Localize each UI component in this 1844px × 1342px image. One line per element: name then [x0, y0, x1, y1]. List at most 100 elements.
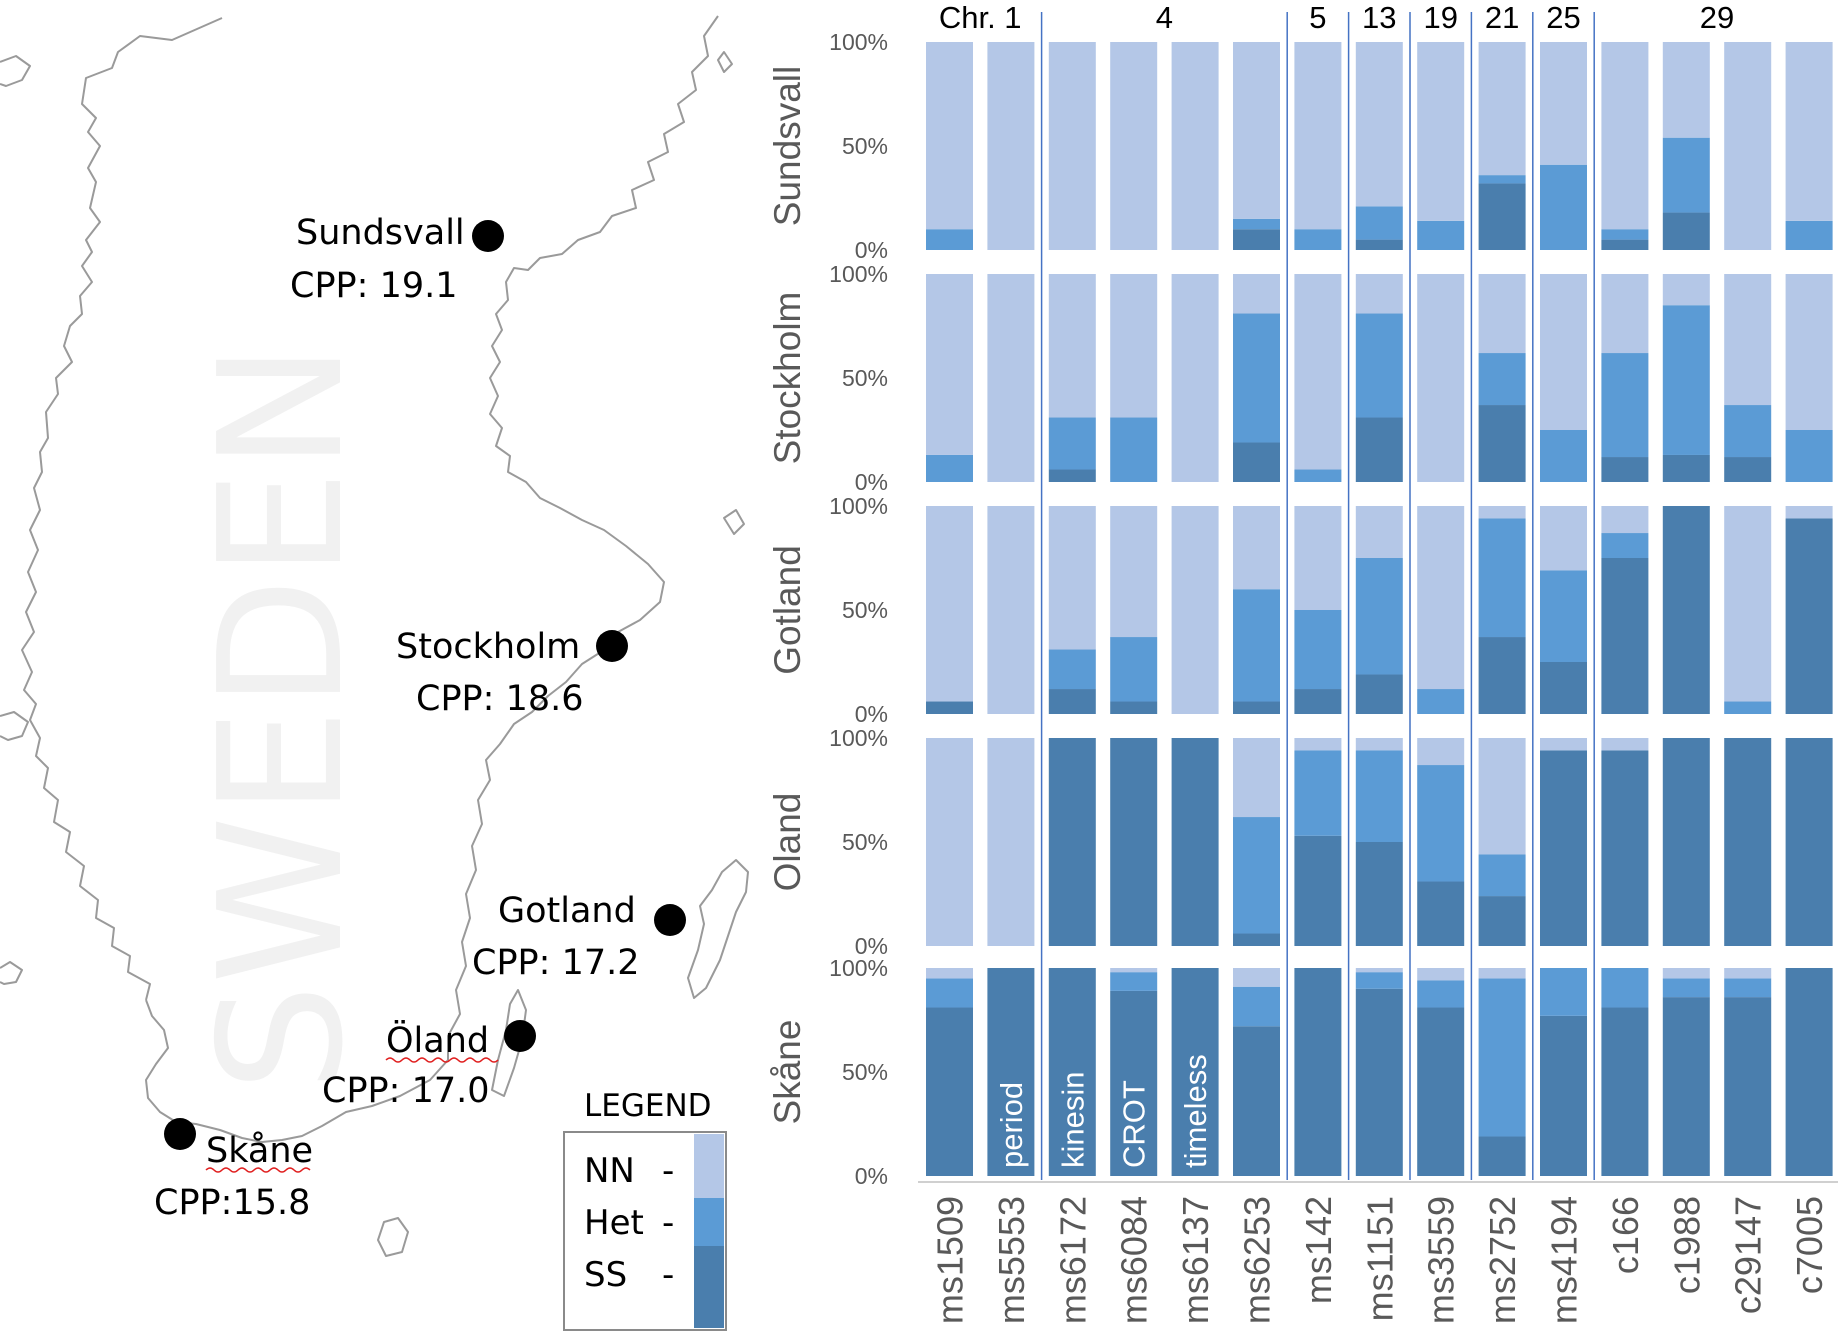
bar-segment-nn-c29147 [1724, 274, 1772, 406]
site-label: Gotland [767, 545, 808, 675]
city-sundsvall: Sundsvall CPP: 19.1 [290, 213, 504, 306]
bar-segment-het-ms1151 [1355, 972, 1403, 989]
bar-segment-ss-ms1151 [1355, 988, 1403, 1176]
bar-segment-het-c7005 [1785, 220, 1833, 250]
chromosome-label: 21 [1485, 0, 1519, 35]
city-name: Stockholm [396, 627, 580, 667]
bar-segment-ss-c1988 [1662, 454, 1710, 482]
bar-segment-nn-ms4194 [1540, 274, 1587, 430]
bar-segment-ss-ms6253 [1233, 701, 1280, 714]
bar-segment-nn-ms1151 [1355, 42, 1403, 207]
gene-labels: period kinesin CROT timeless [994, 1054, 1213, 1168]
y-tick-label: 0% [855, 469, 888, 495]
bar-segment-ss-ms6137 [1171, 968, 1219, 1176]
chromosome-label: Chr. 1 [939, 0, 1022, 35]
bar-segment-het-ms6253 [1233, 218, 1280, 230]
bar-segment-het-ms6084 [1110, 417, 1158, 482]
bar-segment-ss-c166 [1601, 457, 1649, 482]
marker-label: c7005 [1789, 1196, 1830, 1294]
chromosome-label: 4 [1156, 0, 1173, 35]
bar-segment-nn-ms6172 [1048, 506, 1096, 650]
chromosome-label: 13 [1362, 0, 1396, 35]
bar-segment-nn-ms5553 [987, 274, 1035, 482]
site-label: Skåne [767, 1020, 808, 1125]
y-tick-label: 50% [842, 133, 888, 159]
site-label: Stockholm [767, 292, 808, 465]
bar-segment-ss-ms4194 [1540, 662, 1587, 714]
chart-panels: 0% 50% 100% Sundsvall 0% 50% 100% Stockholm 0% 50… [767, 29, 1833, 1189]
bar-segment-nn-ms1151 [1355, 274, 1403, 314]
y-tick-label: 100% [829, 261, 888, 287]
bar-segment-het-ms6084 [1110, 972, 1158, 991]
bar-segment-nn-ms3559 [1417, 274, 1465, 482]
bar-segment-ss-ms2752 [1478, 896, 1526, 946]
legend-title: LEGEND [584, 1088, 712, 1124]
bar-segment-nn-c1988 [1662, 274, 1710, 306]
panel-gotland: 0% 50% 100% Gotland [767, 493, 1833, 727]
bar-segment-ss-ms6172 [1048, 968, 1096, 1176]
bar-segment-nn-ms6253 [1233, 738, 1280, 818]
chromosome-label: 25 [1546, 0, 1580, 35]
bar-segment-nn-ms6084 [1110, 968, 1158, 973]
bar-segment-het-ms1151 [1355, 750, 1403, 842]
bar-segment-het-ms3559 [1417, 980, 1465, 1008]
city-name: Gotland [498, 891, 636, 931]
bar-segment-nn-ms1151 [1355, 506, 1403, 558]
bar-segment-ss-ms6172 [1048, 738, 1096, 946]
site-label: Oland [767, 793, 808, 892]
bar-segment-het-c29147 [1724, 405, 1772, 458]
bar-segment-ss-ms1509 [926, 701, 973, 714]
bar-segment-ss-c29147 [1724, 997, 1772, 1176]
gene-label: timeless [1178, 1054, 1213, 1168]
y-tick-label: 0% [855, 933, 888, 959]
legend-dash-ss: - [662, 1255, 674, 1295]
bar-segment-nn-ms6253 [1233, 506, 1280, 590]
bar-segment-het-ms2752 [1478, 978, 1526, 1137]
bar-segment-het-ms2752 [1478, 353, 1526, 406]
bar-segment-nn-ms142 [1294, 42, 1342, 230]
bar-segment-het-ms1151 [1355, 206, 1403, 240]
city-skane: Skåne CPP:15.8 [154, 1118, 313, 1223]
city-marker [596, 630, 628, 662]
city-cpp: CPP:15.8 [154, 1183, 310, 1223]
bar-segment-nn-ms5553 [987, 506, 1035, 714]
bar-segment-ss-ms6084 [1110, 701, 1158, 714]
bar-segment-nn-c29147 [1724, 42, 1772, 250]
bar-segment-nn-c166 [1601, 274, 1649, 354]
bar-segment-ss-ms2752 [1478, 1136, 1526, 1176]
bar-segment-het-ms1151 [1355, 313, 1403, 418]
chromosome-labels: Chr. 1 4 5 13 19 21 25 29 [939, 0, 1734, 35]
bar-segment-nn-ms1509 [926, 506, 973, 702]
bar-segment-het-ms6253 [1233, 986, 1280, 1027]
bar-segment-ss-c166 [1601, 750, 1649, 946]
bar-segment-het-c166 [1601, 533, 1649, 558]
marker-label: ms6137 [1175, 1196, 1216, 1324]
bar-segment-nn-ms6137 [1171, 274, 1219, 482]
legend-label-ss: SS [584, 1255, 627, 1295]
bar-segment-nn-ms3559 [1417, 968, 1465, 981]
city-cpp: CPP: 17.0 [322, 1071, 490, 1111]
bar-segment-het-ms4194 [1540, 430, 1587, 482]
bar-segment-ss-ms1151 [1355, 239, 1403, 250]
chromosome-label: 19 [1423, 0, 1457, 35]
bar-segment-het-ms142 [1294, 610, 1342, 690]
bar-segment-ss-c166 [1601, 239, 1649, 250]
bar-segment-ss-ms142 [1294, 835, 1342, 946]
spellcheck-underline [205, 1167, 311, 1173]
bar-segment-ss-ms6084 [1110, 738, 1158, 946]
bar-segment-het-ms142 [1294, 750, 1342, 836]
bar-segment-nn-c7005 [1785, 42, 1833, 221]
bar-segment-het-c166 [1601, 968, 1649, 1008]
bar-segment-het-ms6253 [1233, 817, 1280, 934]
bar-segment-het-ms1509 [926, 229, 973, 250]
y-tick-label: 50% [842, 1059, 888, 1085]
bar-segment-ss-c29147 [1724, 738, 1772, 946]
bar-segment-het-c166 [1601, 229, 1649, 240]
map-watermark: SWEDEN [183, 343, 381, 1092]
bar-segment-nn-ms1509 [926, 42, 973, 230]
bar-segment-nn-ms6137 [1171, 42, 1219, 250]
city-oland: Öland CPP: 17.0 [322, 1019, 536, 1111]
bar-segment-ss-ms3559 [1417, 1007, 1465, 1176]
marker-label: ms1509 [930, 1196, 971, 1324]
marker-label: ms4194 [1544, 1196, 1585, 1324]
